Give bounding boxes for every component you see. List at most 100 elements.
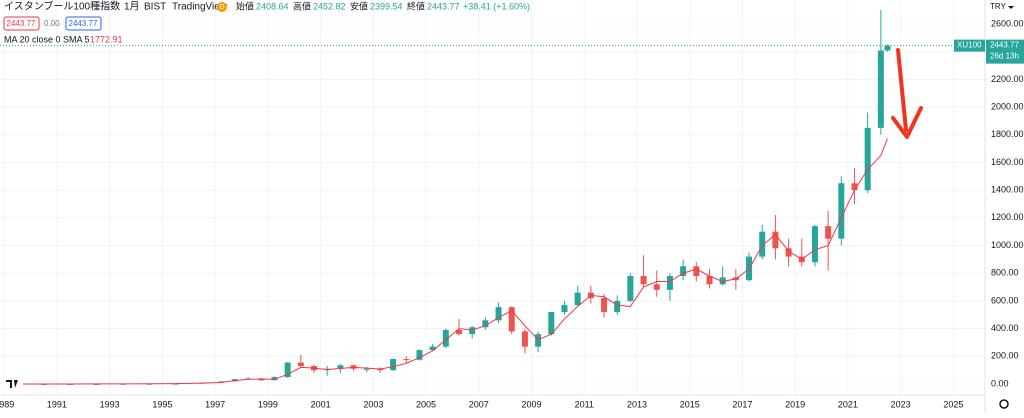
price-tag	[986, 39, 1024, 64]
interval: 1月	[124, 1, 140, 13]
button[interactable]	[65, 16, 102, 31]
logo-icon[interactable]	[6, 380, 18, 388]
candle-body	[884, 45, 891, 51]
countdown: 26d 13h	[990, 52, 1019, 61]
ohlc-value: 2399.54	[370, 1, 403, 11]
ohlc-value: 2443.77	[427, 1, 460, 11]
candle-body	[390, 359, 397, 371]
x-tick-label: 1991	[47, 399, 67, 409]
x-tick-label: 2011	[575, 399, 594, 409]
badge-text: D	[219, 4, 224, 11]
symbol-title: イスタンブール100種指数	[4, 0, 120, 13]
symbol-tag-text: XU100	[957, 41, 982, 50]
badge	[217, 2, 227, 12]
candle-body	[877, 50, 884, 128]
ma-line	[17, 138, 888, 385]
x-tick-label: 2009	[522, 399, 542, 409]
ohlc-label: 高値	[293, 0, 311, 11]
exchange: BIST	[144, 2, 166, 13]
x-tick-label: 1997	[205, 399, 225, 409]
y-tick-label: 0.00	[991, 378, 1009, 388]
button[interactable]	[3, 16, 40, 31]
candle-body	[811, 226, 818, 263]
x-tick-label: 2003	[363, 399, 383, 409]
y-tick-label: 2600.00	[991, 18, 1024, 28]
candle-body	[469, 327, 476, 335]
candle-body	[403, 359, 410, 361]
y-tick-label: 200.00	[991, 351, 1019, 361]
candle-body	[666, 276, 673, 290]
candle-body	[864, 127, 871, 191]
candle-body	[429, 346, 436, 351]
y-tick-label: 1400.00	[991, 185, 1024, 195]
candle-body	[548, 312, 555, 335]
logo[interactable]	[3, 376, 23, 390]
dropdown-icon[interactable]	[1008, 6, 1014, 9]
candle-body	[614, 300, 621, 313]
candle-body	[508, 307, 515, 332]
ohlc-value: 2452.82	[313, 1, 346, 11]
x-tick-label: 2025	[943, 399, 963, 409]
x-tick-label: 2013	[627, 399, 647, 409]
candle-body	[535, 334, 542, 347]
x-tick-label: 1989	[0, 399, 14, 409]
candle-body	[693, 266, 700, 277]
symbol-tag	[954, 39, 985, 52]
candle-body	[653, 284, 660, 290]
candle-body	[574, 292, 581, 306]
candle-body	[640, 276, 647, 285]
indicator-value: 1772.91	[90, 34, 123, 44]
candle-body	[627, 276, 634, 301]
x-tick-label: 2017	[732, 399, 752, 409]
candle-body	[482, 320, 489, 328]
candle-body	[851, 183, 858, 191]
candle-body	[772, 231, 779, 249]
candle-body	[521, 331, 528, 347]
candle-body	[838, 183, 845, 239]
candle-body	[297, 362, 304, 367]
spread: 0.00	[44, 19, 60, 28]
indicator-name: MA 20 close 0 SMA 5	[4, 34, 90, 44]
candle-body	[706, 276, 713, 285]
change: +38.41 (+1.60%)	[463, 1, 530, 11]
ohlc-value: 2408.64	[256, 1, 289, 11]
y-tick-label: 400.00	[991, 323, 1019, 333]
candle-body	[601, 298, 608, 313]
y-tick-label: 800.00	[991, 268, 1019, 278]
x-tick-label: 1993	[100, 399, 120, 409]
price-tag-text: 2443.77	[990, 41, 1019, 50]
ohlc-label: 始値	[236, 0, 254, 11]
candle-body	[456, 330, 463, 335]
x-tick-label: 2001	[311, 399, 331, 409]
candle-body	[680, 266, 687, 277]
y-tick-label: 2200.00	[991, 74, 1024, 84]
candle-body	[442, 330, 449, 347]
candle-body	[561, 305, 568, 313]
ohlc-label: 終値	[407, 0, 425, 11]
y-tick-label: 2000.00	[991, 101, 1024, 111]
candle-body	[785, 248, 792, 257]
arrow	[891, 106, 923, 139]
y-tick-label: 1800.00	[991, 129, 1024, 139]
x-tick-label: 1995	[152, 399, 172, 409]
currency[interactable]: TRY	[990, 2, 1007, 11]
settings[interactable]	[999, 399, 1009, 409]
candle-body	[719, 277, 726, 285]
button-text[interactable]: 2443.77	[69, 19, 98, 28]
button-text[interactable]: 2443.77	[7, 19, 36, 28]
y-tick-label: 1600.00	[991, 157, 1024, 167]
x-tick-label: 2021	[838, 399, 858, 409]
x-tick-label: 2005	[416, 399, 436, 409]
candle-body	[825, 226, 832, 239]
ohlc-label: 安値	[350, 0, 368, 11]
ohlc-row: 始値 2408.64 高値 2452.82 安値 2399.54 終値 2443.77	[236, 0, 460, 11]
arrow	[896, 48, 908, 132]
plot-area	[0, 0, 985, 395]
y-tick-label: 1000.00	[991, 240, 1024, 250]
x-tick-label: 2007	[469, 399, 489, 409]
candle-body	[284, 362, 291, 378]
candle-body	[363, 368, 370, 370]
x-tick-label: 2015	[680, 399, 700, 409]
candle-body	[416, 350, 423, 360]
